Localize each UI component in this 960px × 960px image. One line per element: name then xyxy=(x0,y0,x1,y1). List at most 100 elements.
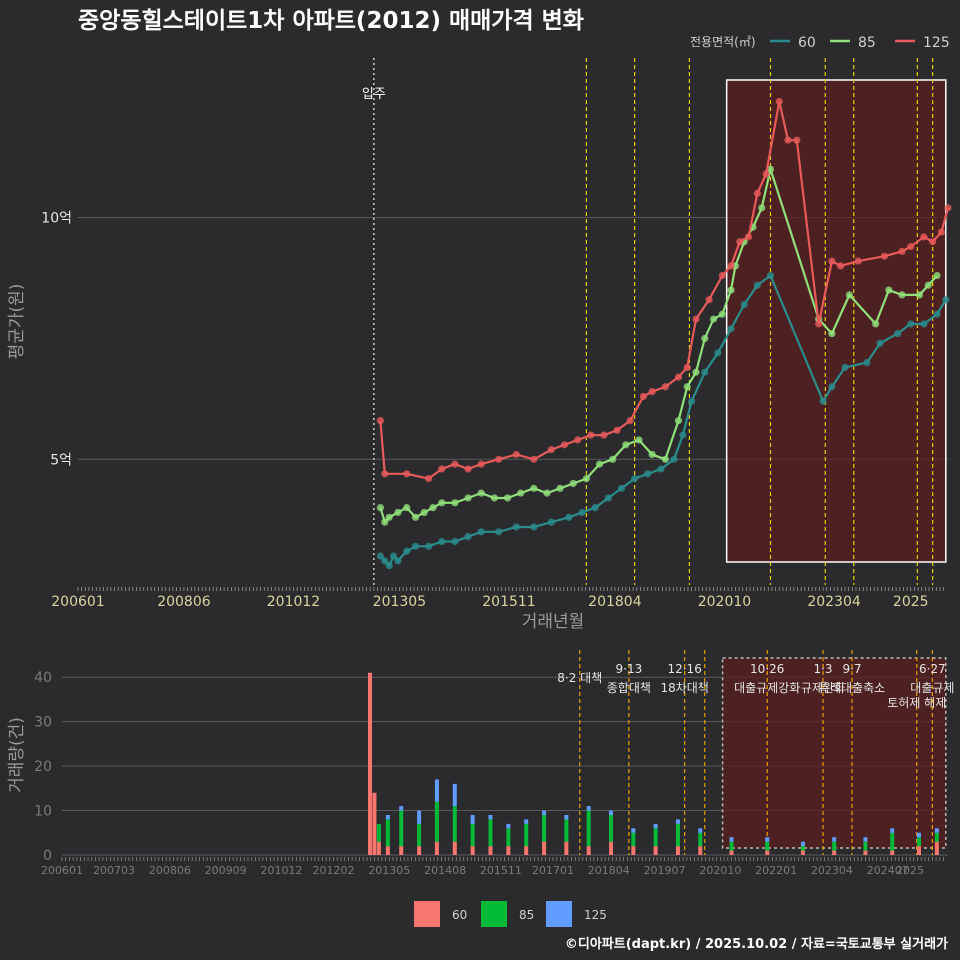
data-point-125 xyxy=(512,450,520,459)
data-point-60 xyxy=(425,542,433,550)
x-tick-label: 202407 xyxy=(867,864,909,877)
data-point-60 xyxy=(819,397,827,405)
legend-swatch-125 xyxy=(546,901,572,927)
bar-85 xyxy=(729,841,734,851)
data-point-85 xyxy=(727,286,735,294)
data-point-125 xyxy=(727,262,735,270)
bar-125 xyxy=(470,815,475,824)
bar-60 xyxy=(832,850,837,855)
bar-85 xyxy=(542,815,547,842)
data-point-85 xyxy=(451,499,459,507)
bar-125 xyxy=(564,815,569,820)
data-point-85 xyxy=(885,286,893,294)
data-point-85 xyxy=(582,475,591,483)
bar-85 xyxy=(800,846,805,851)
data-point-60 xyxy=(578,508,586,517)
data-point-85 xyxy=(635,436,643,444)
footer-credit: ©디아파트(dapt.kr) / 2025.10.02 / 자료=국토교통부 실… xyxy=(565,936,948,952)
data-point-125 xyxy=(692,315,700,323)
data-point-125 xyxy=(403,470,411,478)
data-point-60 xyxy=(495,528,503,536)
legend-title: 전용면적(㎡) xyxy=(690,35,756,49)
data-point-85 xyxy=(622,441,630,449)
bar-125 xyxy=(832,837,837,842)
x-tick-label: 202010 xyxy=(699,864,741,877)
data-point-85 xyxy=(683,383,691,391)
bar-60 xyxy=(916,846,921,855)
data-point-60 xyxy=(893,329,902,338)
data-point-60 xyxy=(477,528,485,536)
data-point-125 xyxy=(464,465,472,473)
bar-125 xyxy=(524,819,529,824)
policy-date: 9·13 xyxy=(616,662,643,676)
bar-85 xyxy=(653,828,658,847)
policy-label: 특례대출축소 xyxy=(819,681,885,695)
policy-label: 대출규제 xyxy=(910,681,954,695)
legend-label-125: 125 xyxy=(584,908,607,922)
data-point-60 xyxy=(766,271,775,280)
bar-85 xyxy=(399,810,404,847)
data-point-85 xyxy=(648,450,656,459)
bar-85 xyxy=(609,815,614,842)
data-point-60 xyxy=(547,518,555,526)
legend-label-85: 85 xyxy=(858,35,876,51)
bar-60 xyxy=(729,850,734,855)
bar-60 xyxy=(698,846,703,855)
data-point-85 xyxy=(376,504,385,512)
data-point-60 xyxy=(381,557,389,565)
bar-85 xyxy=(376,823,381,842)
bar-60 xyxy=(372,792,377,855)
data-point-85 xyxy=(718,310,726,318)
bar-125 xyxy=(542,810,547,815)
data-point-125 xyxy=(828,257,836,265)
bar-85 xyxy=(586,810,591,847)
data-point-60 xyxy=(876,339,884,347)
x-tick-label: 2025 xyxy=(893,594,929,610)
data-point-85 xyxy=(403,504,411,512)
bar-60 xyxy=(385,846,390,855)
bar-125 xyxy=(800,841,805,847)
data-point-60 xyxy=(714,349,722,357)
legend-label-60: 60 xyxy=(798,35,816,51)
data-point-60 xyxy=(841,363,849,372)
y-axis-label: 거래량(건) xyxy=(7,717,27,793)
bar-85 xyxy=(675,823,680,847)
data-point-85 xyxy=(477,489,485,497)
bar-60 xyxy=(675,846,680,855)
data-point-60 xyxy=(631,475,639,483)
data-point-125 xyxy=(626,417,634,425)
x-tick-label: 202010 xyxy=(698,594,751,610)
bar-85 xyxy=(385,819,390,847)
policy-label: 토허제 해제 xyxy=(887,696,946,710)
data-point-125 xyxy=(920,233,928,241)
x-tick-label: 201804 xyxy=(588,594,642,610)
y-tick-label: 5억 xyxy=(50,452,72,468)
bar-125 xyxy=(399,806,404,811)
data-point-60 xyxy=(727,325,735,333)
data-point-125 xyxy=(451,460,459,468)
x-tick-label: 201305 xyxy=(373,594,426,610)
bar-85 xyxy=(470,823,475,847)
data-point-125 xyxy=(793,136,801,144)
bar-85 xyxy=(452,806,457,842)
data-point-85 xyxy=(381,518,389,526)
legend-label-125: 125 xyxy=(923,35,950,51)
chart-title: 중앙동힐스테이트1차 아파트(2012) 매매가격 변화 xyxy=(78,8,584,34)
data-point-85 xyxy=(674,417,683,425)
policy-date: 9·7 xyxy=(842,662,861,676)
data-point-60 xyxy=(740,300,748,309)
bar-125 xyxy=(434,779,439,802)
price-chart: 5억 10억 입주 200601 200806 201012 201305 201511 201… xyxy=(7,35,952,632)
bar-60 xyxy=(367,672,372,855)
data-point-60 xyxy=(644,470,652,478)
y-tick-label: 40 xyxy=(34,670,52,686)
policy-label: 종합대책 xyxy=(607,680,651,695)
bar-85 xyxy=(417,823,422,847)
data-point-85 xyxy=(758,204,766,212)
highlight-box xyxy=(725,79,947,563)
x-tick-label: 201511 xyxy=(482,594,535,610)
data-point-85 xyxy=(701,334,709,343)
x-tick-label: 200806 xyxy=(149,864,191,877)
data-point-125 xyxy=(744,233,753,241)
data-point-60 xyxy=(688,397,696,405)
